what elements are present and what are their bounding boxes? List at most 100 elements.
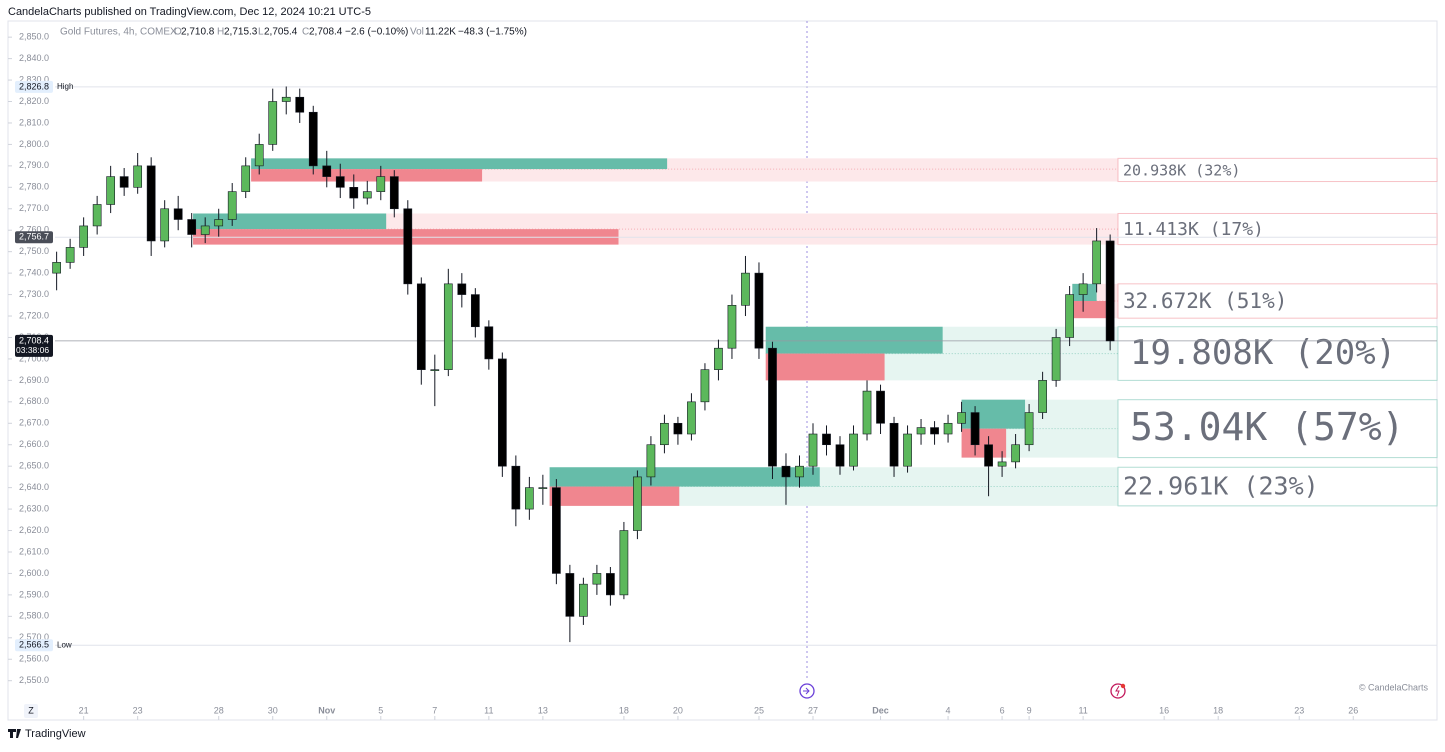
low-value: 2,705.4 — [264, 27, 298, 38]
candle-body — [646, 444, 656, 478]
close-label: C — [302, 27, 309, 38]
candle-body — [52, 262, 61, 274]
candle-body — [443, 283, 453, 370]
candle-body — [876, 390, 885, 424]
candle-body — [984, 444, 993, 467]
candle-body — [146, 165, 156, 242]
y-tick-label: 2,750.0 — [19, 246, 49, 256]
candle-body — [525, 487, 534, 510]
y-tick-label: 2,550.0 — [19, 675, 49, 685]
low-label: L — [258, 27, 264, 38]
open-label: O — [174, 27, 182, 38]
candle-body — [808, 433, 818, 467]
zone-label: 53.04K (57%) — [1130, 405, 1405, 449]
candle-body — [660, 422, 669, 446]
y-tick-label: 2,740.0 — [19, 267, 49, 277]
y-tick-label: 2,610.0 — [19, 546, 49, 556]
y-tick-label: 2,680.0 — [19, 396, 49, 406]
y-tick-label: 2,700.0 — [19, 353, 49, 363]
candle-body — [362, 191, 372, 199]
sell-volume-bar — [549, 486, 680, 506]
zone-label: 20.938K (32%) — [1123, 161, 1240, 179]
candle-body — [903, 433, 912, 467]
y-tick-label: 2,560.0 — [19, 654, 49, 664]
y-tick-label: 2,780.0 — [19, 182, 49, 192]
watermark: © CandelaCharts — [1359, 682, 1429, 692]
candle-body — [579, 583, 588, 617]
candle-body — [497, 358, 507, 467]
candle-body — [741, 272, 750, 306]
price-level-label: 2,708.4 — [19, 335, 49, 345]
candle-body — [889, 422, 899, 467]
candle-body — [187, 219, 197, 235]
candle-body — [1065, 294, 1074, 338]
x-tick-label: 9 — [1027, 705, 1032, 715]
candle-body — [714, 347, 723, 370]
y-tick-label: 2,660.0 — [19, 439, 49, 449]
candle-body — [349, 187, 359, 199]
zone-label-box — [1117, 326, 1438, 381]
x-tick-label: 11 — [484, 705, 493, 715]
sell-volume-bar — [251, 169, 483, 182]
event-icon-glyph — [803, 687, 810, 695]
candle-body — [916, 427, 926, 435]
candle-body — [700, 369, 710, 403]
candle-body — [1051, 337, 1061, 381]
candle-body — [768, 347, 777, 467]
price-level-tag — [15, 334, 53, 357]
candle-body — [633, 476, 642, 531]
x-tick-label: 25 — [754, 705, 764, 715]
candle-body — [457, 283, 467, 295]
x-tick-label: 7 — [432, 705, 437, 715]
candle-body — [214, 219, 224, 227]
candle-body — [160, 208, 170, 242]
candle-body — [65, 247, 75, 263]
zone-label-box — [1117, 157, 1438, 183]
x-tick-label: 30 — [268, 705, 278, 715]
change: −2.6 (−0.10%) — [345, 27, 408, 38]
candle-body — [308, 111, 318, 167]
candle-body — [403, 208, 413, 285]
price-level-tag — [15, 231, 53, 244]
y-tick-label: 2,850.0 — [19, 32, 49, 42]
countdown: 03:38:06 — [16, 345, 49, 355]
brand-name: TradingView — [25, 728, 86, 740]
y-tick-label: 2,580.0 — [19, 611, 49, 621]
candle-body — [119, 176, 129, 188]
candle-body — [970, 412, 980, 446]
candle-body — [619, 530, 629, 596]
candle-body — [997, 461, 1007, 467]
candle-body — [281, 96, 291, 102]
candle-body — [92, 204, 102, 227]
candle-body — [754, 272, 764, 349]
x-tick-label: Nov — [318, 705, 335, 715]
price-level-label: 2,566.5 — [19, 640, 49, 650]
y-tick-label: 2,820.0 — [19, 96, 49, 106]
timezone-label: Z — [28, 705, 34, 715]
candle-body — [200, 225, 210, 235]
candle-body — [1024, 412, 1034, 446]
timezone-button[interactable] — [24, 704, 38, 718]
zone-label: 11.413K (17%) — [1123, 219, 1264, 240]
symbol: Gold Futures, 4h, COMEX — [60, 27, 177, 38]
brand-logo — [8, 729, 21, 738]
candle-body — [430, 369, 440, 371]
zone-label: 32.672K (51%) — [1123, 289, 1287, 313]
legend: Gold Futures, 4h, COMEX O 2,710.8 H 2,71… — [60, 27, 527, 38]
y-tick-label: 2,720.0 — [19, 310, 49, 320]
candle-body — [1105, 240, 1115, 342]
alert-dot — [1120, 683, 1126, 689]
volume-change: −48.3 (−1.75%) — [458, 27, 527, 38]
candle-body — [849, 433, 858, 467]
candle-body — [241, 165, 251, 192]
y-tick-label: 2,830.0 — [19, 74, 49, 84]
zone-label-box — [1117, 399, 1438, 459]
x-tick-label: 6 — [1000, 705, 1005, 715]
candle-body — [376, 176, 386, 192]
candle-body — [389, 176, 399, 210]
x-tick-label: 13 — [538, 705, 548, 715]
zone-label-box — [1117, 283, 1438, 319]
buy-volume-bar — [549, 467, 820, 487]
candle-body — [673, 422, 683, 435]
